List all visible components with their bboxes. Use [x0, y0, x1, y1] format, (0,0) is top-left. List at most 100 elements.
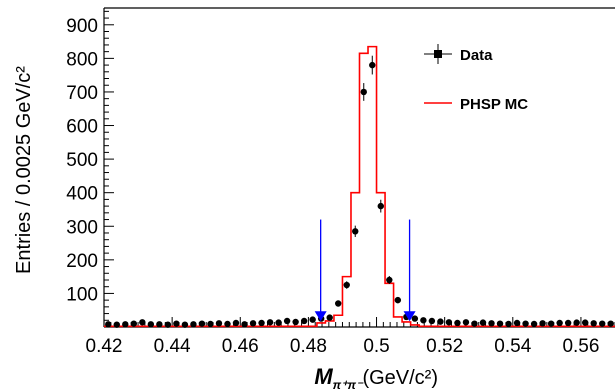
data-point	[156, 321, 163, 328]
data-marker	[547, 320, 555, 327]
data-marker	[505, 320, 512, 328]
data-marker	[113, 321, 120, 328]
x-tick-label: 0.54	[494, 336, 531, 357]
data-marker	[343, 281, 350, 289]
data-marker	[471, 320, 478, 327]
data-point	[164, 321, 172, 328]
cut-arrows	[314, 219, 416, 322]
data-point	[130, 320, 138, 327]
y-tick-label: 400	[66, 184, 98, 205]
data-marker	[581, 319, 589, 326]
data-point	[360, 83, 367, 101]
data-point	[258, 319, 265, 327]
phsp-mc-line	[104, 45, 615, 328]
legend-phsp-label: PHSP MC	[460, 96, 528, 113]
data-point	[275, 319, 282, 326]
data-point	[266, 319, 274, 326]
data-point	[428, 317, 436, 325]
data-marker	[454, 319, 461, 327]
data-marker	[394, 296, 402, 304]
data-point	[394, 296, 402, 304]
x-tick-label: 0.42	[86, 336, 123, 357]
x-tick-label: 0.46	[222, 336, 259, 357]
data-marker	[420, 317, 427, 324]
y-tick-label: 600	[66, 117, 98, 138]
data-point	[386, 276, 393, 284]
y-axis-title: Entries / 0.0025 GeV/c²	[13, 66, 35, 274]
legend-data-marker	[434, 50, 442, 58]
data-point	[343, 281, 350, 289]
data-marker	[164, 321, 172, 328]
data-marker	[360, 88, 367, 96]
data-marker	[445, 319, 453, 326]
data-marker	[599, 320, 606, 327]
data-point	[207, 320, 214, 328]
y-tick-label: 800	[66, 49, 98, 70]
phsp-mc-histogram	[104, 45, 615, 328]
y-tick-label: 300	[66, 217, 98, 238]
data-point	[454, 319, 461, 327]
data-point	[232, 319, 240, 327]
data-marker	[275, 319, 282, 326]
data-point	[335, 300, 342, 307]
data-marker	[249, 320, 257, 327]
data-marker	[309, 316, 316, 323]
legend-entry-phsp: PHSP MC	[424, 96, 528, 113]
cut-arrow-head	[403, 311, 416, 322]
x-axis-title-subscript: π⁺π⁻	[333, 378, 364, 392]
data-marker	[215, 320, 223, 327]
x-axis-title: Mπ⁺π⁻(GeV/c²)	[314, 364, 438, 392]
data-point	[471, 320, 478, 327]
data-point	[607, 320, 614, 327]
data-marker	[411, 315, 419, 322]
data-marker	[266, 319, 274, 326]
data-marker	[488, 320, 495, 327]
data-marker	[258, 319, 265, 327]
cut-arrow-head	[314, 311, 327, 322]
y-tick-label: 900	[66, 16, 98, 37]
data-point	[564, 319, 572, 327]
y-tick-label: 500	[66, 150, 98, 171]
data-marker	[522, 320, 529, 327]
data-marker	[530, 320, 538, 328]
data-point	[352, 225, 359, 237]
data-point	[556, 319, 563, 327]
data-point	[105, 321, 112, 328]
data-marker	[198, 320, 206, 327]
data-point	[599, 320, 606, 327]
data-point	[573, 319, 580, 326]
data-points	[105, 55, 614, 328]
data-point	[181, 321, 189, 328]
data-point	[505, 320, 512, 328]
data-marker	[122, 321, 129, 328]
y-tick-label: 200	[66, 251, 98, 272]
data-point	[420, 317, 427, 324]
data-point	[530, 320, 538, 328]
data-marker	[369, 61, 376, 69]
data-point	[122, 321, 129, 328]
y-tick-label: 100	[66, 284, 98, 305]
x-tick-label: 0.52	[426, 336, 463, 357]
data-marker	[130, 320, 138, 327]
data-marker	[326, 314, 333, 321]
data-point	[190, 321, 197, 328]
x-tick-label: 0.44	[154, 336, 191, 357]
data-marker	[283, 317, 291, 325]
data-point	[139, 319, 146, 326]
data-marker	[496, 320, 504, 327]
data-marker	[300, 317, 308, 325]
x-tick-label: 0.5	[363, 336, 389, 357]
data-marker	[190, 321, 197, 328]
data-point	[479, 319, 487, 326]
cut-arrow	[403, 219, 416, 322]
y-axis-ticks: 100 200 300 400 500 600 700 800 900	[66, 10, 114, 321]
data-point	[496, 320, 504, 327]
data-point	[215, 320, 223, 327]
data-point	[462, 319, 470, 326]
data-point	[590, 320, 597, 327]
data-point	[249, 320, 257, 327]
data-point	[224, 320, 231, 328]
data-point	[445, 319, 453, 326]
data-marker	[241, 321, 248, 328]
data-marker	[556, 319, 563, 327]
